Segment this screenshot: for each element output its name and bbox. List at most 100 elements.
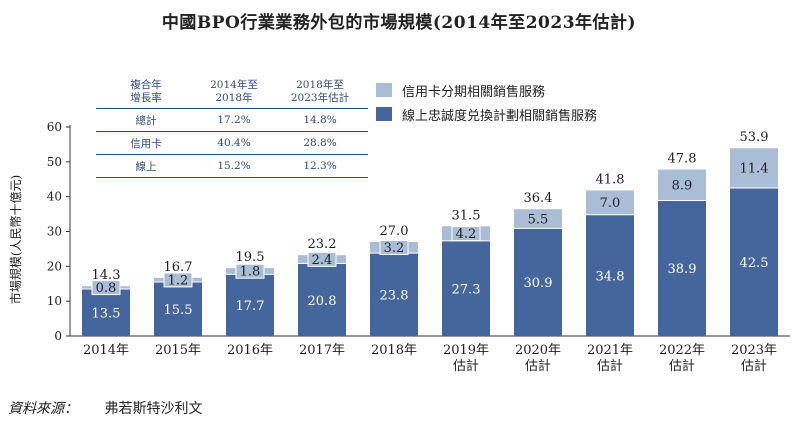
data-label-online: 17.7 — [236, 299, 265, 314]
cagr-row-credit-card: 信用卡 40.4% 28.8% — [96, 131, 368, 155]
data-label-box — [163, 272, 193, 288]
y-tick-label: 10 — [47, 294, 62, 308]
y-tick-label: 40 — [47, 190, 62, 204]
bar-online-6 — [514, 228, 562, 336]
cagr-row-label: 總計 — [96, 108, 196, 132]
source-note: 資料來源： 弗若斯特沙利文 — [8, 398, 224, 418]
data-label-box — [91, 280, 121, 296]
data-label-online: 20.8 — [308, 294, 337, 309]
legend: 信用卡分期相關銷售服務 線上忠誠度兑換計劃相關銷售服務 — [376, 78, 597, 126]
cagr-row-total: 總計 17.2% 14.8% — [96, 108, 368, 132]
data-label-online: 34.8 — [596, 269, 625, 284]
x-tick-label: 2015年 — [155, 343, 201, 358]
cagr-value: 40.4% — [196, 131, 272, 155]
data-label-total: 19.5 — [236, 250, 265, 265]
bar-online-3 — [298, 263, 346, 336]
y-axis-title: 市場規模(人民幣十億元) — [8, 175, 23, 304]
data-label-online: 30.9 — [524, 276, 553, 291]
cagr-table: 複合年 增長率 2014年至 2018年 2018年至 2023年估計 總計 1… — [96, 76, 368, 178]
legend-label: 信用卡分期相關銷售服務 — [402, 84, 546, 100]
legend-item-credit-card: 信用卡分期相關銷售服務 — [376, 78, 597, 102]
data-label-total: 27.0 — [380, 224, 409, 239]
data-label-total: 41.8 — [596, 172, 625, 187]
data-label-creditcard: 0.8 — [96, 281, 117, 296]
bar-online-9 — [730, 187, 778, 336]
data-label-total: 14.3 — [92, 268, 121, 283]
legend-label: 線上忠誠度兑換計劃相關銷售服務 — [402, 108, 598, 124]
cagr-value: 28.8% — [272, 131, 368, 155]
bar-online-1 — [154, 282, 202, 336]
data-label-total: 53.9 — [740, 130, 769, 145]
data-label-box — [451, 226, 481, 242]
bar-creditcard-8 — [658, 169, 706, 201]
bar-online-5 — [442, 240, 490, 336]
x-tick-label: 2022年 — [659, 343, 705, 358]
data-label-total: 47.8 — [668, 151, 697, 166]
data-label-total: 36.4 — [524, 191, 553, 206]
data-label-creditcard: 7.0 — [600, 196, 621, 211]
legend-swatch-dark — [376, 107, 392, 121]
data-label-creditcard: 1.8 — [240, 265, 261, 280]
cagr-value: 12.3% — [272, 154, 368, 178]
cagr-value: 14.8% — [272, 108, 368, 132]
bar-creditcard-9 — [730, 148, 778, 188]
x-tick-label: 2023年 — [731, 343, 777, 358]
bar-online-4 — [370, 253, 418, 336]
x-tick-label: 2017年 — [299, 343, 345, 358]
cagr-row-online: 線上 15.2% 12.3% — [96, 154, 368, 178]
bar-creditcard-6 — [514, 209, 562, 229]
data-label-online: 27.3 — [452, 282, 481, 297]
data-label-creditcard: 3.2 — [384, 241, 405, 256]
data-label-online: 13.5 — [92, 306, 121, 321]
chart-title: 中國BPO行業業務外包的市場規模(2014年至2023年估計) — [161, 13, 637, 33]
cagr-value: 17.2% — [196, 108, 272, 132]
cagr-header-cell: 複合年 增長率 — [130, 79, 162, 104]
data-label-creditcard: 1.2 — [168, 273, 189, 288]
x-tick-label: 2018年 — [371, 343, 417, 358]
data-label-box — [307, 251, 337, 267]
y-tick-label: 60 — [47, 120, 62, 134]
x-tick-label: 估計 — [741, 358, 767, 374]
data-label-creditcard: 8.9 — [672, 178, 693, 193]
cagr-header-cell: 2018年至 2023年估計 — [290, 79, 350, 104]
data-label-total: 16.7 — [164, 260, 193, 275]
cagr-row-label: 信用卡 — [96, 131, 196, 155]
data-label-online: 15.5 — [164, 303, 193, 318]
bar-online-2 — [226, 274, 274, 336]
y-tick-label: 0 — [54, 329, 62, 343]
cagr-header-cell: 2014年至 2018年 — [210, 79, 258, 104]
cagr-value: 15.2% — [196, 154, 272, 178]
data-label-creditcard: 4.2 — [456, 227, 477, 242]
legend-swatch-light — [376, 83, 392, 97]
labels: 13.50.814.32014年15.51.216.72015年17.71.81… — [83, 130, 777, 374]
x-tick-label: 2021年 — [587, 343, 633, 358]
x-tick-label: 2014年 — [83, 343, 129, 358]
data-label-box — [379, 240, 409, 256]
data-label-box — [235, 263, 265, 279]
y-tick-label: 50 — [47, 155, 62, 169]
bar-online-8 — [658, 200, 706, 336]
data-label-creditcard: 11.4 — [740, 162, 769, 177]
y-tick-label: 30 — [47, 225, 62, 239]
x-tick-label: 2019年 — [443, 343, 489, 358]
data-label-online: 38.9 — [668, 262, 697, 277]
data-label-online: 23.8 — [380, 289, 409, 304]
x-tick-label: 估計 — [525, 358, 551, 374]
data-label-creditcard: 5.5 — [528, 212, 549, 227]
data-label-total: 23.2 — [308, 237, 337, 252]
legend-item-online-loyalty: 線上忠誠度兑換計劃相關銷售服務 — [376, 102, 597, 126]
cagr-header-row: 複合年 增長率 2014年至 2018年 2018年至 2023年估計 — [96, 76, 368, 109]
bar-online-7 — [586, 214, 634, 336]
y-tick-label: 20 — [47, 259, 62, 273]
x-tick-label: 估計 — [453, 358, 479, 374]
x-tick-label: 估計 — [669, 358, 695, 374]
bar-online-0 — [82, 288, 130, 336]
x-tick-label: 估計 — [597, 358, 623, 374]
x-tick-label: 2016年 — [227, 343, 273, 358]
data-label-total: 31.5 — [452, 208, 481, 223]
source-label: 資料來源： — [8, 401, 78, 417]
source-value: 弗若斯特沙利文 — [104, 401, 203, 417]
bar-creditcard-7 — [586, 190, 634, 215]
axes: 0 10 20 30 40 50 60 市場規模(人民幣十億元) — [8, 120, 790, 343]
cagr-row-label: 線上 — [96, 154, 196, 178]
